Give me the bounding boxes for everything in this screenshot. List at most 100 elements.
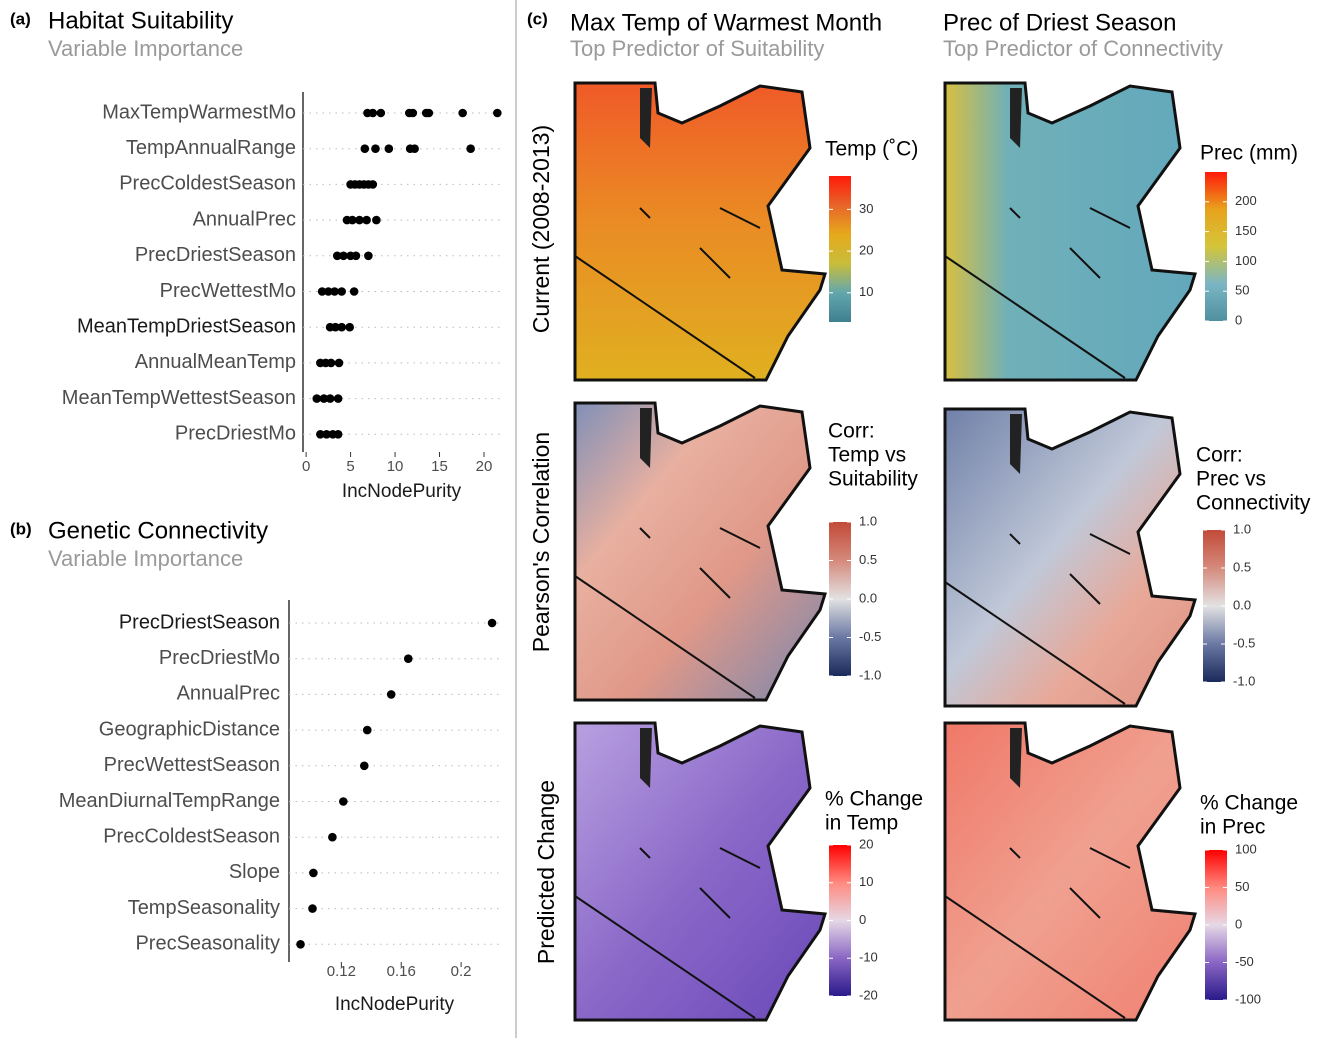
legend-title: Temp (˚C)	[825, 138, 918, 161]
colorbar-tick-label: -20	[859, 987, 878, 1002]
category-label: PrecDriestMo	[175, 423, 296, 445]
map-row-label: Predicted Change	[533, 780, 559, 964]
legend-title: Temp vs	[828, 444, 906, 467]
colorbar-tick-label: 10	[859, 874, 873, 889]
category-label: AnnualPrec	[193, 208, 296, 230]
dot	[368, 108, 378, 118]
dot	[309, 868, 318, 878]
x-tick-label: 5	[346, 458, 354, 475]
category-label: AnnualPrec	[177, 683, 280, 705]
dot	[316, 430, 325, 439]
colorbar-tick-label: -50	[1235, 954, 1254, 969]
dot	[424, 108, 434, 118]
dot	[376, 108, 386, 118]
colorbar-tick-label: 10	[859, 284, 873, 299]
x-tick-label: 15	[431, 458, 448, 475]
x-axis-label: IncNodePurity	[335, 994, 455, 1015]
panel-title: Genetic Connectivity	[48, 517, 268, 544]
category-label: PrecColdestSeason	[119, 173, 296, 195]
category-label: PrecSeasonality	[135, 933, 280, 955]
category-label: TempSeasonality	[128, 897, 280, 919]
colorbar-tick-label: 50	[1235, 879, 1249, 894]
map-column-subtitle: Top Predictor of Connectivity	[943, 36, 1223, 61]
colorbar-tick-label: 0	[1235, 312, 1242, 327]
dot	[334, 358, 344, 368]
x-tick-label: 20	[476, 458, 493, 475]
dot	[410, 144, 419, 153]
colorbar	[1205, 172, 1227, 321]
dot	[359, 761, 369, 771]
colorbar-tick-label: 30	[859, 201, 873, 216]
legend-title: Corr:	[1196, 444, 1243, 467]
legend-title: in Temp	[825, 812, 898, 835]
colorbar-tick-label: -1.0	[1233, 673, 1255, 688]
dot	[355, 215, 364, 225]
colorbar	[829, 845, 851, 996]
dot	[372, 215, 381, 225]
map	[943, 407, 1197, 708]
dot	[349, 287, 359, 296]
dot	[351, 251, 361, 261]
x-tick-label: 0	[302, 458, 310, 475]
dot	[312, 394, 322, 403]
dot	[368, 180, 378, 189]
colorbar-tick-label: -1.0	[859, 667, 881, 682]
dot	[362, 725, 372, 735]
panel-label: (a)	[10, 9, 31, 28]
legend-title: % Change	[1200, 792, 1298, 815]
panel-label: (c)	[527, 9, 548, 28]
dot	[333, 430, 343, 439]
category-label: MaxTempWarmestMo	[102, 101, 296, 123]
legend-title: in Prec	[1200, 816, 1265, 839]
dot	[339, 797, 348, 806]
dot	[317, 287, 327, 296]
dot	[326, 358, 336, 368]
dot	[337, 322, 346, 332]
colorbar	[829, 176, 851, 322]
colorbar-tick-label: 20	[859, 836, 873, 851]
x-tick-label: 0.12	[327, 963, 356, 980]
legend-title: Connectivity	[1196, 492, 1311, 515]
colorbar-tick-label: 150	[1235, 223, 1257, 238]
colorbar-tick-label: 0	[1235, 916, 1242, 931]
map-row-label: Current (2008-2013)	[528, 125, 554, 333]
category-label: PrecDriestSeason	[135, 244, 296, 266]
dot	[296, 940, 305, 949]
dot	[403, 654, 413, 663]
category-label: TempAnnualRange	[126, 137, 296, 159]
x-tick-label: 0.16	[387, 963, 416, 980]
colorbar	[1203, 530, 1225, 682]
dot	[337, 287, 346, 296]
panel-title: Habitat Suitability	[48, 7, 233, 34]
x-tick-label: 0.2	[451, 963, 472, 980]
colorbar-tick-label: 100	[1235, 253, 1257, 268]
colorbar-tick-label: 0.5	[1233, 559, 1251, 574]
legend-title: % Change	[825, 788, 923, 811]
legend-title: Prec vs	[1196, 468, 1266, 491]
category-label: PrecColdestSeason	[103, 825, 280, 847]
map-column-title: Max Temp of Warmest Month	[570, 9, 882, 36]
dot	[324, 287, 333, 296]
map-column-subtitle: Top Predictor of Suitability	[570, 36, 824, 61]
category-label: Slope	[229, 861, 280, 883]
colorbar-tick-label: 0	[859, 912, 866, 927]
colorbar-tick-label: -0.5	[1233, 635, 1255, 650]
dot	[332, 251, 342, 261]
map	[573, 81, 827, 382]
dot	[458, 108, 467, 118]
dot	[331, 322, 340, 332]
dot	[330, 287, 339, 296]
maps	[573, 81, 1197, 1022]
panel-subtitle: Variable Importance	[48, 36, 243, 61]
colorbar-tick-label: -10	[859, 950, 878, 965]
dot	[466, 144, 475, 153]
dot	[319, 394, 329, 403]
category-label: MeanDiurnalTempRange	[59, 790, 280, 812]
legend-title: Corr:	[828, 420, 875, 443]
colorbar-tick-label: -100	[1235, 991, 1261, 1006]
map	[943, 81, 1197, 382]
colorbar-tick-label: 20	[859, 243, 873, 258]
colorbar	[829, 522, 851, 676]
dot	[364, 251, 373, 261]
dot	[333, 394, 343, 403]
